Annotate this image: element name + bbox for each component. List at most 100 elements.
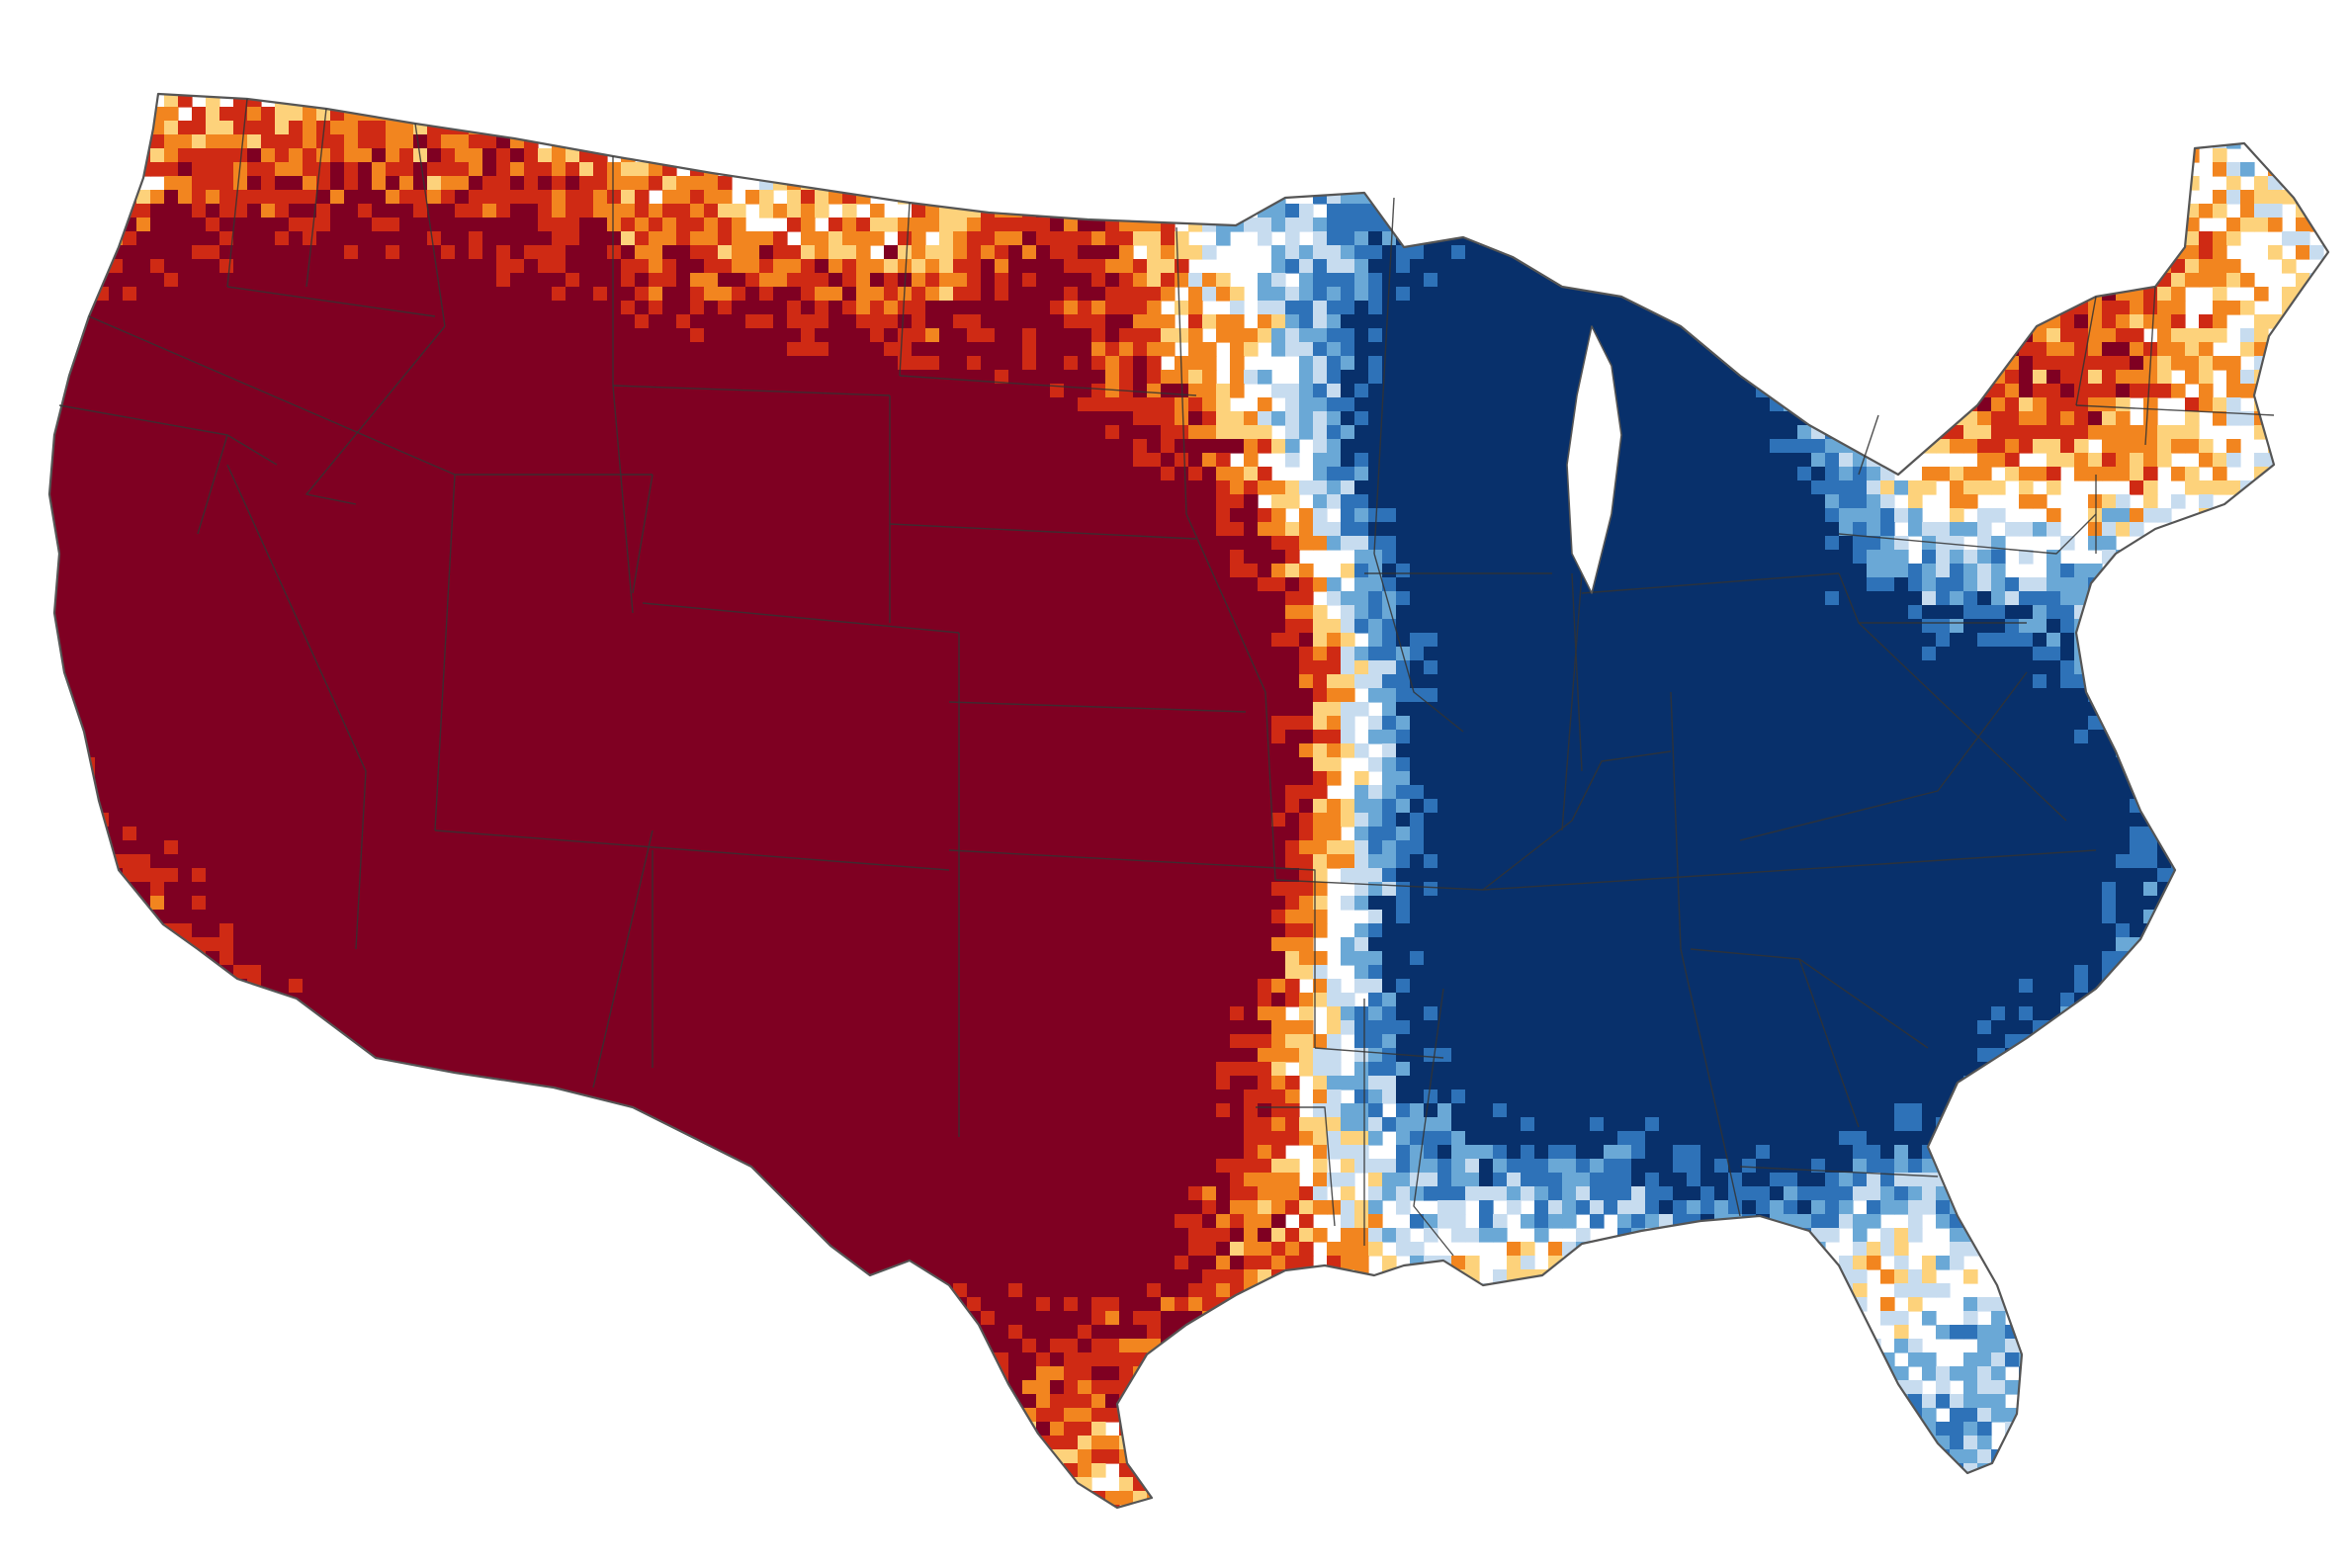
anomaly-cell bbox=[1410, 439, 1425, 454]
anomaly-cell bbox=[1368, 480, 1383, 495]
anomaly-cell bbox=[1354, 439, 1369, 454]
anomaly-cell bbox=[1465, 218, 1480, 232]
anomaly-cell bbox=[1963, 231, 1978, 246]
anomaly-cell bbox=[1437, 94, 1452, 108]
anomaly-cell bbox=[1161, 162, 1176, 177]
anomaly-cell bbox=[192, 259, 207, 274]
anomaly-cell bbox=[1493, 370, 1508, 385]
anomaly-cell bbox=[759, 107, 774, 122]
anomaly-cell bbox=[704, 259, 719, 274]
anomaly-cell bbox=[1521, 162, 1535, 177]
anomaly-cell bbox=[1244, 467, 1259, 481]
anomaly-cell bbox=[2130, 480, 2144, 495]
anomaly-cell bbox=[524, 162, 539, 177]
anomaly-cell bbox=[95, 522, 110, 537]
anomaly-cell bbox=[1216, 508, 1231, 523]
anomaly-cell bbox=[303, 218, 317, 232]
anomaly-cell bbox=[2226, 370, 2241, 385]
anomaly-cell bbox=[566, 273, 580, 288]
anomaly-cell bbox=[981, 148, 996, 163]
anomaly-cell bbox=[1756, 94, 1771, 108]
anomaly-cell bbox=[316, 287, 331, 302]
anomaly-cell bbox=[413, 397, 428, 412]
anomaly-cell bbox=[49, 231, 54, 246]
anomaly-cell bbox=[1064, 536, 1079, 551]
anomaly-cell bbox=[455, 494, 470, 509]
anomaly-cell bbox=[2309, 245, 2324, 260]
anomaly-cell bbox=[995, 425, 1009, 440]
anomaly-cell bbox=[2157, 134, 2172, 149]
anomaly-cell bbox=[2296, 301, 2310, 315]
anomaly-cell bbox=[510, 231, 525, 246]
anomaly-cell bbox=[1327, 314, 1342, 329]
anomaly-cell bbox=[1327, 342, 1342, 357]
anomaly-cell bbox=[676, 356, 691, 371]
anomaly-cell bbox=[316, 328, 331, 343]
anomaly-cell bbox=[95, 411, 110, 426]
anomaly-cell bbox=[372, 342, 387, 357]
anomaly-cell bbox=[579, 259, 594, 274]
anomaly-cell bbox=[870, 439, 885, 454]
anomaly-cell bbox=[164, 301, 179, 315]
anomaly-cell bbox=[2296, 314, 2310, 329]
anomaly-cell bbox=[2033, 397, 2047, 412]
anomaly-cell bbox=[289, 356, 304, 371]
anomaly-cell bbox=[1396, 190, 1411, 205]
anomaly-cell bbox=[787, 453, 802, 468]
anomaly-cell bbox=[773, 467, 788, 481]
anomaly-cell bbox=[1078, 397, 1092, 412]
anomaly-cell bbox=[1963, 439, 1978, 454]
anomaly-cell bbox=[136, 453, 151, 468]
anomaly-cell bbox=[1327, 439, 1342, 454]
anomaly-cell bbox=[330, 190, 345, 205]
anomaly-cell bbox=[1687, 314, 1701, 329]
anomaly-cell bbox=[1659, 453, 1674, 468]
anomaly-cell bbox=[1091, 494, 1106, 509]
anomaly-cell bbox=[178, 259, 193, 274]
anomaly-cell bbox=[759, 356, 774, 371]
anomaly-cell bbox=[441, 536, 456, 551]
anomaly-cell bbox=[593, 370, 608, 385]
anomaly-cell bbox=[496, 508, 511, 523]
anomaly-cell bbox=[1521, 148, 1535, 163]
anomaly-cell bbox=[2309, 301, 2324, 315]
anomaly-cell bbox=[53, 356, 68, 371]
anomaly-cell bbox=[981, 397, 996, 412]
anomaly-cell bbox=[704, 453, 719, 468]
anomaly-cell bbox=[939, 356, 954, 371]
anomaly-cell bbox=[815, 121, 829, 135]
anomaly-cell bbox=[1382, 370, 1397, 385]
anomaly-cell bbox=[1188, 439, 1203, 454]
anomaly-cell bbox=[136, 522, 151, 537]
anomaly-cell bbox=[1714, 397, 1729, 412]
anomaly-cell bbox=[1507, 231, 1522, 246]
anomaly-cell bbox=[1728, 328, 1743, 343]
anomaly-cell bbox=[1659, 231, 1674, 246]
anomaly-cell bbox=[81, 397, 96, 412]
anomaly-cell bbox=[1659, 397, 1674, 412]
anomaly-cell bbox=[884, 134, 899, 149]
anomaly-cell bbox=[828, 245, 843, 260]
anomaly-cell bbox=[1341, 148, 1355, 163]
anomaly-cell bbox=[219, 550, 234, 565]
anomaly-cell bbox=[123, 494, 137, 509]
anomaly-cell bbox=[219, 411, 234, 426]
anomaly-cell bbox=[2060, 370, 2075, 385]
anomaly-cell bbox=[1105, 204, 1120, 218]
anomaly-cell bbox=[510, 411, 525, 426]
anomaly-cell bbox=[635, 259, 650, 274]
anomaly-cell bbox=[427, 107, 442, 122]
anomaly-cell bbox=[413, 273, 428, 288]
anomaly-cell bbox=[1521, 425, 1535, 440]
anomaly-cell bbox=[386, 522, 400, 537]
anomaly-cell bbox=[2116, 301, 2131, 315]
anomaly-cell bbox=[1202, 176, 1217, 191]
anomaly-cell bbox=[1244, 439, 1259, 454]
anomaly-cell bbox=[219, 328, 234, 343]
anomaly-cell bbox=[773, 245, 788, 260]
anomaly-cell bbox=[1078, 508, 1092, 523]
anomaly-cell bbox=[828, 522, 843, 537]
anomaly-cell bbox=[1022, 245, 1037, 260]
anomaly-cell bbox=[2268, 190, 2283, 205]
anomaly-cell bbox=[2157, 79, 2172, 94]
